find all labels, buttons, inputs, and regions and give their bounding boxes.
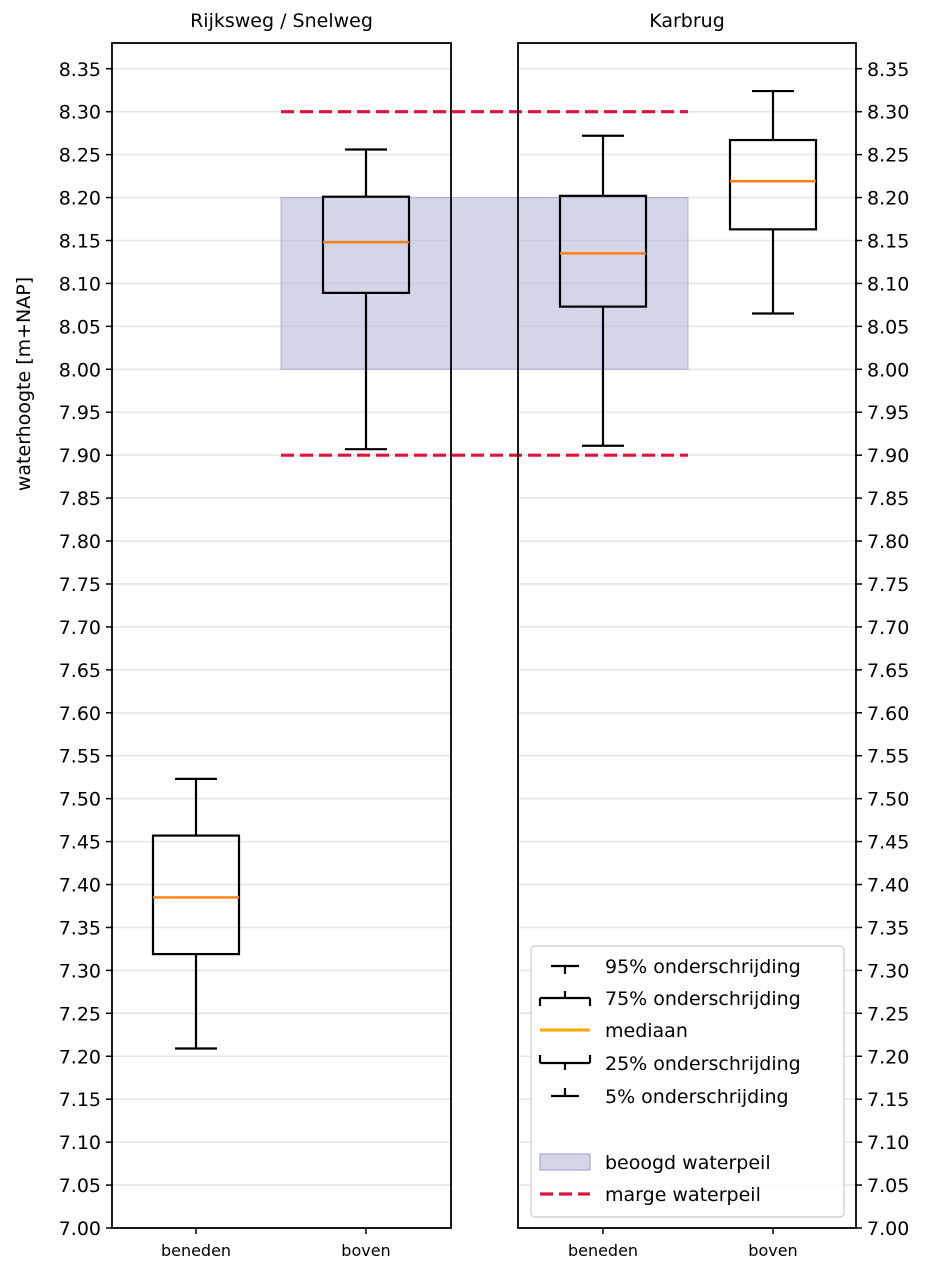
y-tick-label-right: 7.05 — [867, 1175, 909, 1197]
target-band — [280, 197, 689, 370]
y-tick-label-left: 8.15 — [59, 231, 101, 253]
box-layer — [151, 89, 818, 1050]
y-tick-label-right: 8.20 — [867, 188, 909, 210]
y-tick-label-left: 8.35 — [59, 59, 101, 81]
y-tick-label-right: 8.00 — [867, 359, 909, 381]
panel-frame — [111, 42, 452, 1229]
y-tick-label-left: 7.20 — [59, 1046, 101, 1068]
y-tick-label-right: 8.25 — [867, 145, 909, 167]
y-tick-label-right: 7.25 — [867, 1003, 909, 1025]
legend-item-p5: 5% onderschrijding — [551, 1086, 789, 1108]
y-tick-label-left: 7.95 — [59, 402, 101, 424]
legend-item-p95: 95% onderschrijding — [551, 956, 801, 978]
box-beneden — [558, 134, 648, 447]
y-tick-label-left: 7.55 — [59, 746, 101, 768]
margin-lines-layer — [281, 110, 688, 457]
box-boven — [321, 148, 411, 451]
x-tick-label: beneden — [161, 1241, 231, 1260]
legend-item-median: mediaan — [540, 1020, 688, 1042]
panel-titles: Rijksweg / Snelweg Karbrug — [190, 10, 725, 32]
legend: 95% onderschrijding 75% onderschrijding me… — [530, 945, 845, 1218]
x-tick-label: boven — [341, 1241, 390, 1260]
legend-item-target: beoogd waterpeil — [539, 1152, 771, 1174]
y-tick-label-left: 7.00 — [59, 1218, 101, 1240]
y-tick-label-right: 7.30 — [867, 960, 909, 982]
y-tick-label-left: 8.10 — [59, 273, 101, 295]
box-iqr — [151, 834, 241, 956]
y-tick-label-left: 7.15 — [59, 1089, 101, 1111]
legend-label: 5% onderschrijding — [605, 1086, 789, 1108]
y-tick-label-right: 8.05 — [867, 316, 909, 338]
y-tick-label-right: 7.40 — [867, 875, 909, 897]
y-tick-label-right: 7.80 — [867, 531, 909, 553]
y-tick-label-left: 7.70 — [59, 617, 101, 639]
legend-label: 25% onderschrijding — [605, 1053, 801, 1075]
y-tick-label-left: 8.30 — [59, 102, 101, 124]
y-tick-label-left: 7.30 — [59, 960, 101, 982]
y-tick-label-right: 7.45 — [867, 832, 909, 854]
y-tick-label-left: 7.90 — [59, 445, 101, 467]
y-tick-label-right: 7.20 — [867, 1046, 909, 1068]
y-tick-label-left: 7.45 — [59, 832, 101, 854]
box-beneden — [151, 777, 241, 1050]
y-tick-label-left: 7.85 — [59, 488, 101, 510]
y-tick-label-left: 7.75 — [59, 574, 101, 596]
y-tick-label-right: 8.10 — [867, 273, 909, 295]
legend-label: beoogd waterpeil — [605, 1152, 771, 1174]
legend-box — [530, 945, 845, 1218]
y-tick-label-left: 7.50 — [59, 789, 101, 811]
x-tick-label: boven — [748, 1241, 797, 1260]
y-tick-label-right: 7.15 — [867, 1089, 909, 1111]
legend-item-p75: 75% onderschrijding — [538, 988, 801, 1010]
box-iqr — [321, 195, 411, 294]
box-iqr — [728, 138, 818, 231]
y-tick-label-left: 7.65 — [59, 660, 101, 682]
y-tick-label-left: 7.05 — [59, 1175, 101, 1197]
x-tick-label: beneden — [568, 1241, 638, 1260]
panel-frame — [517, 42, 857, 1229]
y-tick-label-left: 7.60 — [59, 703, 101, 725]
y-tick-label-right: 7.65 — [867, 660, 909, 682]
y-tick-label-left: 7.40 — [59, 875, 101, 897]
y-tick-label-right: 8.15 — [867, 231, 909, 253]
y-tick-label-right: 7.85 — [867, 488, 909, 510]
y-tick-label-right: 7.10 — [867, 1132, 909, 1154]
box-boven — [728, 89, 818, 315]
legend-item-margin: marge waterpeil — [540, 1184, 761, 1206]
y-tick-label-right: 7.35 — [867, 917, 909, 939]
legend-label: 75% onderschrijding — [605, 988, 801, 1010]
y-axis-label: waterhoogte [m+NAP] — [13, 277, 35, 491]
y-tick-label-right: 7.55 — [867, 746, 909, 768]
legend-label: marge waterpeil — [605, 1184, 761, 1206]
axes: beneden boven beneden boven 7.00 7.00 7.05 7.05… — [59, 59, 910, 1260]
target-band-layer — [280, 197, 689, 370]
y-tick-label-right: 7.50 — [867, 789, 909, 811]
y-tick-label-left: 8.20 — [59, 188, 101, 210]
panel-title: Rijksweg / Snelweg — [190, 10, 373, 32]
y-tick-label-right: 7.90 — [867, 445, 909, 467]
y-tick-label-left: 8.05 — [59, 316, 101, 338]
y-tick-label-right: 7.70 — [867, 617, 909, 639]
y-tick-label-right: 8.30 — [867, 102, 909, 124]
y-tick-label-right: 7.00 — [867, 1218, 909, 1240]
y-tick-label-left: 7.35 — [59, 917, 101, 939]
legend-label: 95% onderschrijding — [605, 956, 801, 978]
y-tick-label-right: 8.35 — [867, 59, 909, 81]
legend-label: mediaan — [605, 1020, 688, 1042]
panel-title: Karbrug — [649, 10, 725, 32]
y-tick-label-left: 8.00 — [59, 359, 101, 381]
legend-symbol — [539, 1153, 591, 1171]
y-tick-label-left: 8.25 — [59, 145, 101, 167]
legend-item-p25: 25% onderschrijding — [538, 1053, 801, 1075]
y-tick-label-right: 7.75 — [867, 574, 909, 596]
y-tick-label-right: 7.60 — [867, 703, 909, 725]
box-iqr — [558, 194, 648, 308]
y-tick-label-right: 7.95 — [867, 402, 909, 424]
y-tick-label-left: 7.10 — [59, 1132, 101, 1154]
y-tick-label-left: 7.25 — [59, 1003, 101, 1025]
y-tick-label-left: 7.80 — [59, 531, 101, 553]
panel-frames — [111, 42, 857, 1229]
